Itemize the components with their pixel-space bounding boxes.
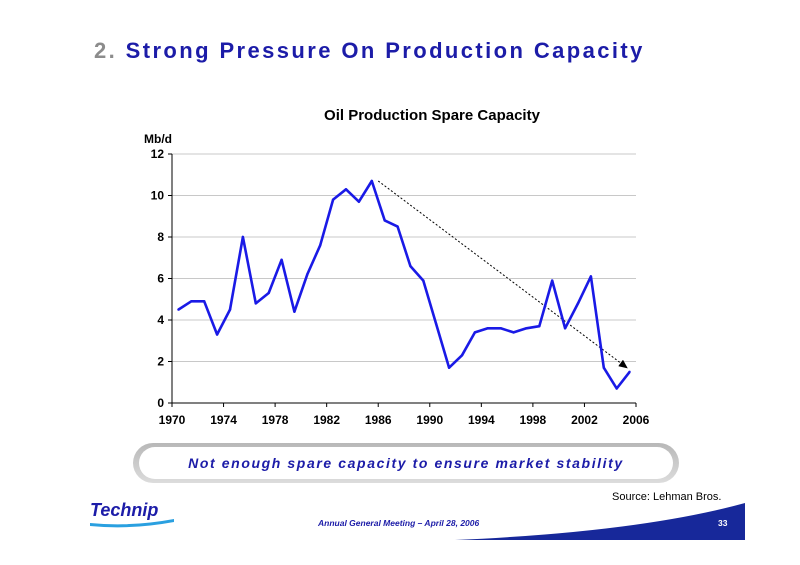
- y-tick-label: 0: [157, 396, 164, 410]
- x-tick-label: 1990: [416, 413, 443, 427]
- data-point: [344, 188, 348, 191]
- data-point: [203, 300, 206, 303]
- data-point: [215, 333, 219, 336]
- data-point: [473, 331, 477, 334]
- x-tick-label: 1982: [313, 413, 340, 427]
- callout-text: Not enough spare capacity to ensure mark…: [188, 455, 624, 471]
- data-point: [396, 225, 399, 228]
- data-point: [267, 291, 270, 295]
- x-tick-label: 1994: [468, 413, 495, 427]
- data-point: [370, 179, 373, 183]
- data-point: [628, 370, 631, 374]
- data-point: [460, 354, 464, 357]
- footer-text: Annual General Meeting – April 28, 2006: [318, 518, 480, 528]
- data-point: [538, 325, 541, 328]
- data-point: [228, 308, 232, 311]
- x-tick-label: 1998: [520, 413, 547, 427]
- data-point: [357, 200, 361, 203]
- y-axis-label: Mb/d: [144, 132, 172, 146]
- page-number: 33: [718, 518, 728, 528]
- y-tick-label: 8: [157, 230, 164, 244]
- data-point: [602, 366, 605, 369]
- y-tick-label: 12: [151, 147, 165, 161]
- data-point: [190, 300, 193, 303]
- x-tick-label: 2006: [623, 413, 650, 427]
- data-point: [525, 327, 528, 330]
- x-tick-label: 1978: [262, 413, 289, 427]
- data-point: [435, 322, 438, 326]
- technip-logo: Technip: [90, 500, 174, 528]
- y-tick-label: 2: [157, 355, 164, 369]
- y-tick-label: 10: [151, 189, 165, 203]
- x-tick-label: 2002: [571, 413, 598, 427]
- data-point: [422, 279, 425, 282]
- data-point: [551, 279, 554, 282]
- slide-number: 2.: [94, 38, 118, 63]
- data-point: [615, 387, 618, 390]
- data-point: [563, 327, 567, 330]
- slide-title-text: Strong Pressure On Production Capacity: [125, 38, 645, 63]
- slide-title: 2. Strong Pressure On Production Capacit…: [94, 38, 645, 64]
- callout-box: Not enough spare capacity to ensure mark…: [133, 443, 679, 483]
- data-point: [499, 327, 502, 330]
- y-tick-label: 4: [157, 313, 164, 327]
- data-point: [576, 302, 580, 305]
- data-point: [241, 235, 245, 239]
- data-point: [512, 331, 515, 334]
- data-point: [486, 327, 489, 330]
- trend-arrow: [377, 180, 628, 369]
- data-point: [589, 275, 593, 278]
- data-point: [293, 310, 296, 313]
- y-tick-label: 6: [157, 272, 164, 286]
- data-point: [254, 302, 257, 305]
- chart-title: Oil Production Spare Capacity: [324, 107, 541, 124]
- data-point: [447, 366, 451, 369]
- x-tick-label: 1970: [159, 413, 186, 427]
- data-point: [331, 198, 335, 201]
- data-point: [383, 219, 386, 222]
- data-point: [177, 308, 180, 311]
- data-point: [409, 264, 412, 268]
- x-tick-label: 1986: [365, 413, 392, 427]
- source-note: Source: Lehman Bros.: [612, 491, 722, 503]
- data-point: [319, 244, 322, 247]
- series-line: [177, 179, 631, 390]
- x-tick-label: 1974: [210, 413, 237, 427]
- line-chart: Oil Production Spare Capacity Mb/d 0 2 4 6 8 10…: [144, 107, 650, 427]
- data-point: [306, 273, 309, 276]
- svg-text:Technip: Technip: [90, 500, 158, 520]
- data-point: [280, 258, 283, 262]
